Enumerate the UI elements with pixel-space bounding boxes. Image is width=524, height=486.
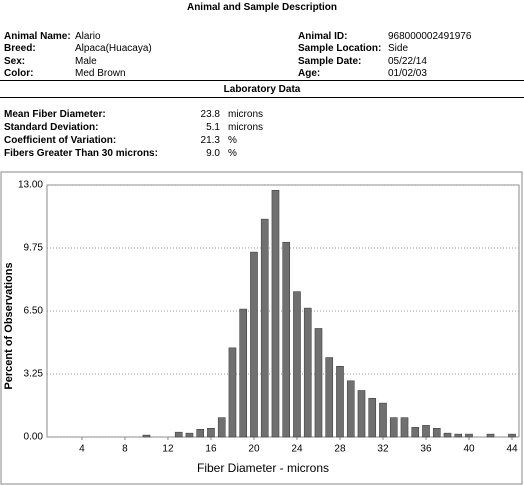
stat-value: 21.3 xyxy=(200,135,220,146)
stat-unit: % xyxy=(228,135,237,146)
divider xyxy=(0,97,524,98)
bar xyxy=(207,428,215,438)
x-tick-label: 36 xyxy=(420,444,432,455)
bar xyxy=(271,189,280,438)
y-tick-label: 13.00 xyxy=(18,180,43,191)
bar xyxy=(422,425,430,438)
field-label: Sex: xyxy=(4,56,26,67)
bar xyxy=(174,431,183,438)
stat-unit: microns xyxy=(228,122,264,133)
stat-label: Standard Deviation: xyxy=(4,122,99,133)
field-label: Animal ID: xyxy=(298,31,348,42)
y-tick-label: 3.25 xyxy=(24,369,44,380)
stat-label: Coefficient of Variation: xyxy=(4,135,117,146)
bar xyxy=(303,307,312,438)
field-label: Sample Location: xyxy=(298,43,382,54)
field-value: Alpaca(Huacaya) xyxy=(75,43,152,54)
bar xyxy=(250,251,258,438)
x-tick-label: 40 xyxy=(463,444,475,455)
bar xyxy=(260,218,269,438)
bar xyxy=(368,397,377,438)
bar xyxy=(346,380,355,438)
x-tick-label: 24 xyxy=(291,444,303,455)
bar xyxy=(314,328,323,438)
bar xyxy=(400,417,409,438)
field-label: Breed: xyxy=(4,43,36,54)
stat-unit: % xyxy=(228,148,237,159)
bar xyxy=(185,432,194,438)
x-tick-label: 4 xyxy=(79,444,85,455)
doc-title: Animal and Sample Description xyxy=(186,2,338,13)
bar xyxy=(508,433,516,438)
y-tick-label: 9.75 xyxy=(24,243,44,254)
chart-frame xyxy=(0,171,523,485)
y-axis-title: Percent of Observations xyxy=(3,262,15,389)
x-tick-label: 28 xyxy=(334,444,346,455)
x-axis-title: Fiber Diameter - microns xyxy=(197,461,329,475)
bar xyxy=(336,365,344,438)
bar xyxy=(432,428,441,438)
bar xyxy=(357,390,366,438)
bar xyxy=(196,428,205,438)
x-tick-label: 16 xyxy=(205,444,217,455)
bar xyxy=(411,427,420,438)
field-label: Color: xyxy=(4,68,34,79)
divider xyxy=(0,80,524,81)
bar xyxy=(217,417,226,438)
stat-value: 9.0 xyxy=(206,148,220,159)
bar xyxy=(379,402,387,438)
stat-value: 5.1 xyxy=(206,122,220,133)
x-tick-label: 44 xyxy=(506,444,518,455)
stat-value: 23.8 xyxy=(200,109,220,120)
y-tick-label: 6.50 xyxy=(24,306,44,317)
bar xyxy=(465,433,473,438)
bar xyxy=(293,291,301,438)
bar xyxy=(282,241,291,438)
bar xyxy=(454,433,463,438)
section-title: Laboratory Data xyxy=(223,84,301,95)
field-value: Alario xyxy=(75,31,101,42)
field-value: 968000002491976 xyxy=(388,31,472,42)
x-tick-label: 20 xyxy=(248,444,260,455)
field-label: Age: xyxy=(298,68,321,79)
field-label: Animal Name: xyxy=(4,31,71,42)
bar xyxy=(443,432,452,438)
y-tick-label: 0.00 xyxy=(24,432,44,443)
field-value: Male xyxy=(75,56,97,67)
bar xyxy=(142,434,151,438)
field-value: 01/02/03 xyxy=(388,68,427,79)
x-tick-label: 32 xyxy=(377,444,389,455)
stat-unit: microns xyxy=(228,109,264,120)
stat-label: Mean Fiber Diameter: xyxy=(4,109,106,120)
bar xyxy=(325,357,334,438)
bar xyxy=(228,347,237,438)
field-value: Side xyxy=(388,43,409,54)
stat-label: Fibers Greater Than 30 microns: xyxy=(4,148,158,159)
bar xyxy=(239,308,248,438)
field-value: Med Brown xyxy=(75,68,126,79)
field-label: Sample Date: xyxy=(298,56,362,67)
bar xyxy=(486,433,495,438)
bar xyxy=(389,417,398,438)
field-value: 05/22/14 xyxy=(388,56,427,67)
x-tick-label: 12 xyxy=(162,444,174,455)
x-tick-label: 8 xyxy=(122,444,128,455)
